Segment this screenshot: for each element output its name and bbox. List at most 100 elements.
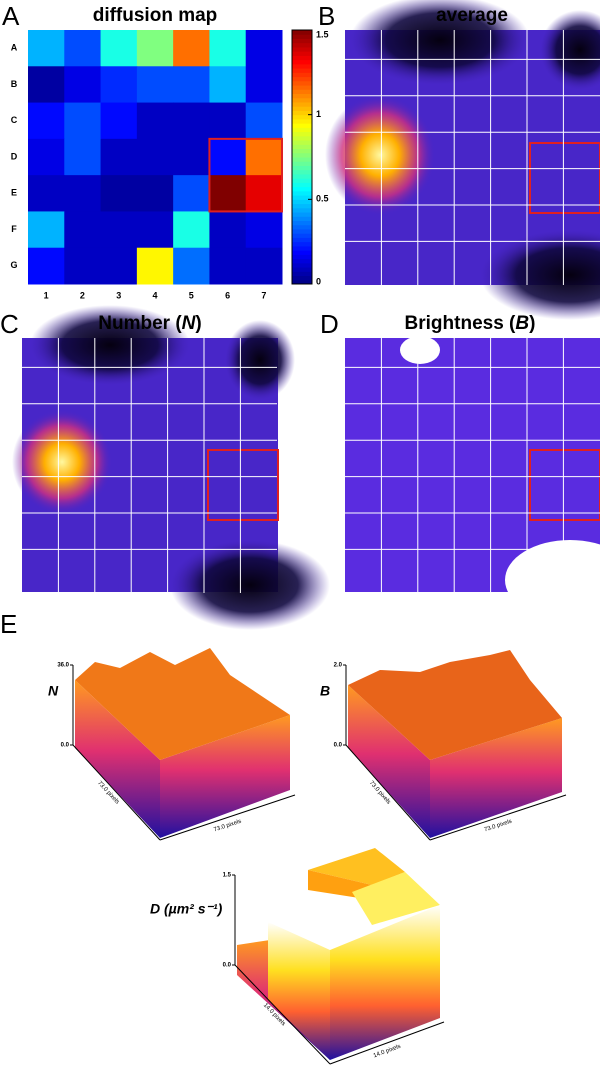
surface-side bbox=[430, 718, 562, 838]
colorbar-step bbox=[292, 76, 312, 82]
colorbar-step bbox=[292, 241, 312, 247]
cell bbox=[173, 30, 210, 67]
surface-top bbox=[308, 848, 405, 885]
z-tick-label: 0.0 bbox=[334, 743, 343, 749]
colorbar-step bbox=[292, 237, 312, 243]
shade bbox=[170, 540, 330, 630]
colorbar-step bbox=[292, 68, 312, 73]
cell bbox=[245, 102, 283, 140]
colorbar-step bbox=[292, 233, 312, 238]
colorbar-step bbox=[292, 254, 312, 260]
cell bbox=[100, 30, 138, 67]
title-part: ) bbox=[195, 313, 201, 334]
colorbar-step bbox=[292, 38, 312, 44]
x-axis bbox=[429, 794, 567, 841]
colorbar-step bbox=[292, 161, 312, 166]
colorbar-step bbox=[292, 101, 312, 107]
panel-title: Number (N) bbox=[98, 313, 201, 334]
colorbar-frame bbox=[291, 29, 313, 285]
surface-d bbox=[237, 848, 440, 1060]
axis-label: B bbox=[320, 683, 330, 699]
cell bbox=[136, 30, 174, 67]
colorbar-step bbox=[292, 245, 312, 251]
cell bbox=[173, 211, 210, 249]
col-label: 3 bbox=[116, 290, 121, 300]
colorbar-step bbox=[292, 114, 312, 120]
colorbar-step bbox=[292, 250, 312, 255]
shade bbox=[480, 230, 600, 320]
image-c bbox=[12, 305, 330, 630]
colorbar-step bbox=[292, 182, 312, 188]
cell bbox=[28, 211, 65, 249]
cell bbox=[245, 66, 283, 104]
z-tick-label: 36.0 bbox=[57, 663, 69, 669]
panel-letter: C bbox=[0, 309, 19, 339]
surface-top bbox=[268, 905, 372, 950]
cell bbox=[64, 138, 102, 176]
shade bbox=[350, 0, 530, 85]
colorbar-step bbox=[292, 199, 312, 205]
colorbar-step bbox=[292, 140, 312, 145]
cell bbox=[173, 138, 210, 176]
colorbar-step bbox=[292, 267, 312, 272]
colorbar-step bbox=[292, 46, 312, 52]
cell bbox=[209, 247, 247, 285]
colorbar-step bbox=[292, 118, 312, 124]
cell bbox=[100, 138, 138, 176]
saturated bbox=[505, 540, 600, 620]
panel-letter: E bbox=[0, 609, 17, 639]
cell bbox=[28, 102, 65, 140]
row-label: E bbox=[11, 188, 17, 198]
colorbar-step bbox=[292, 148, 312, 154]
colorbar-step bbox=[292, 34, 312, 39]
cell bbox=[100, 66, 138, 104]
col-label: 2 bbox=[80, 290, 85, 300]
surface-side bbox=[75, 680, 160, 838]
colorbar-step bbox=[292, 262, 312, 268]
surface-n bbox=[75, 648, 290, 838]
cell bbox=[245, 211, 283, 249]
cell bbox=[136, 211, 174, 249]
surface-top bbox=[75, 648, 290, 760]
colorbar-step bbox=[292, 42, 312, 48]
z-tick-label: 0.0 bbox=[223, 963, 232, 969]
colorbar-step bbox=[292, 131, 312, 137]
heatmap: A B C D E F G 1 2 3 4 5 6 7 0 0.5 1 1.5 bbox=[10, 29, 328, 300]
colorbar-step bbox=[292, 165, 312, 171]
colorbar-step bbox=[292, 203, 312, 209]
col-label: 6 bbox=[225, 290, 230, 300]
cell bbox=[245, 30, 283, 67]
surface-b bbox=[348, 650, 562, 838]
panel-letter: B bbox=[318, 1, 335, 31]
cell bbox=[209, 66, 247, 104]
title-part: Brightness ( bbox=[405, 313, 517, 334]
colorbar-step bbox=[292, 123, 312, 128]
roi-box bbox=[529, 449, 600, 521]
title-part: B bbox=[515, 313, 529, 334]
cell bbox=[28, 138, 65, 176]
cell bbox=[64, 102, 102, 140]
cell bbox=[173, 102, 210, 140]
colorbar-tick-label: 1 bbox=[316, 109, 321, 119]
panel-letter: A bbox=[2, 1, 20, 31]
colorbar-step bbox=[292, 93, 312, 99]
surface-top bbox=[352, 872, 440, 925]
cell bbox=[173, 175, 210, 212]
y-axis bbox=[234, 964, 331, 1065]
row-label: D bbox=[11, 151, 18, 161]
colorbar-step bbox=[292, 89, 312, 94]
colorbar-step bbox=[292, 110, 312, 116]
colorbar-step bbox=[292, 152, 312, 158]
row-label: C bbox=[11, 115, 18, 125]
axis-label: D (µm² s⁻¹) bbox=[150, 901, 223, 917]
colorbar-step bbox=[292, 271, 312, 277]
cell bbox=[28, 66, 65, 104]
cell bbox=[209, 138, 247, 176]
colorbar-step bbox=[292, 220, 312, 226]
hotspot bbox=[12, 410, 112, 514]
surface-side bbox=[268, 922, 330, 1060]
colorbar-step bbox=[292, 59, 312, 65]
colorbar-step bbox=[292, 212, 312, 217]
cell bbox=[64, 66, 102, 104]
surface-side bbox=[348, 685, 430, 838]
